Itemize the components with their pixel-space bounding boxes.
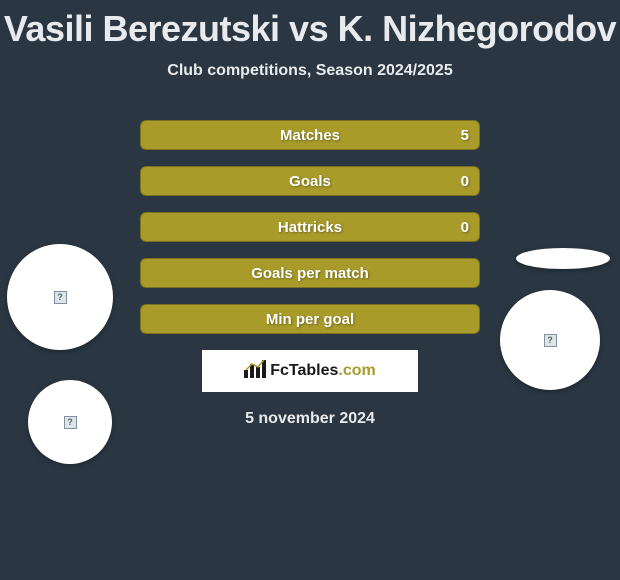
broken-image-icon: ? [54,291,67,304]
broken-image-icon: ? [544,334,557,347]
broken-image-icon: ? [64,416,77,429]
player-right-avatar: ? [500,290,600,390]
stat-label: Hattricks [278,219,342,236]
stat-row-matches: Matches 5 [140,120,480,150]
stat-row-goals: Goals 0 [140,166,480,196]
stat-right-value: 0 [461,219,469,236]
page-title: Vasili Berezutski vs K. Nizhegorodov [0,0,620,50]
site-suffix: .com [338,362,375,379]
bar-chart-icon [244,360,266,383]
player-left-avatar-large: ? [7,244,113,350]
stat-label: Min per goal [266,311,354,328]
stat-row-goals-per-match: Goals per match [140,258,480,288]
stat-label: Matches [280,127,340,144]
branding-box: FcTables.com [202,350,418,392]
player-right-shape-ellipse [516,248,610,269]
stat-rows: Matches 5 Goals 0 Hattricks 0 Goals per … [140,120,480,334]
stat-label: Goals [289,173,331,190]
stat-right-value: 0 [461,173,469,190]
site-name: FcTables.com [270,362,376,380]
comparison-area: ? ? ? Matches 5 Goals 0 Hattricks 0 Goal… [0,120,620,428]
page-subtitle: Club competitions, Season 2024/2025 [0,62,620,80]
stat-row-min-per-goal: Min per goal [140,304,480,334]
stat-right-value: 5 [461,127,469,144]
player-left-avatar-small: ? [28,380,112,464]
stat-label: Goals per match [251,265,369,282]
stat-row-hattricks: Hattricks 0 [140,212,480,242]
site-logo: FcTables.com [244,360,376,383]
